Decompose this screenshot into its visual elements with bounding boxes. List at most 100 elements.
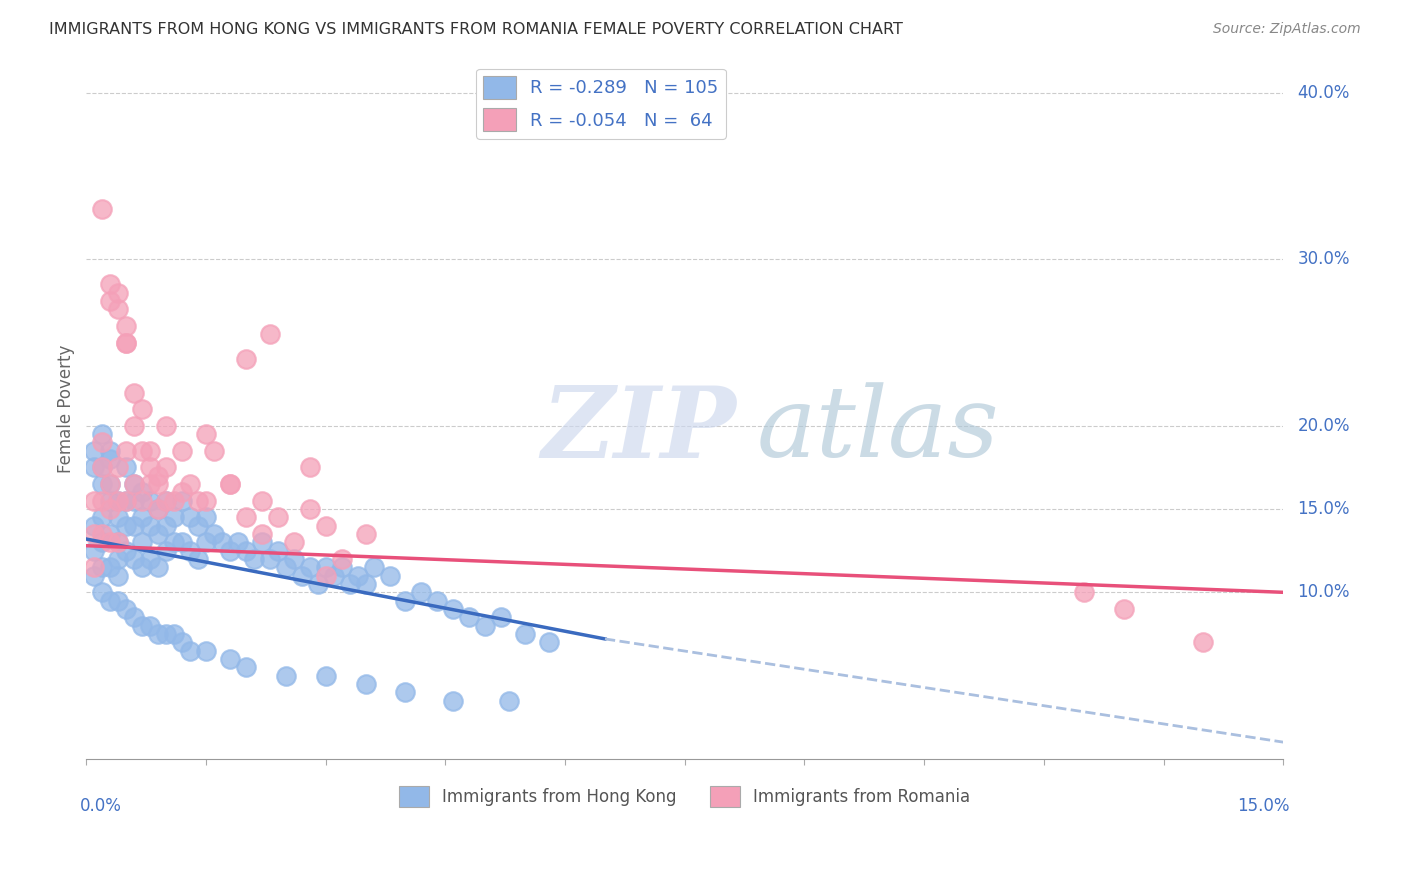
Point bbox=[91, 435, 114, 450]
Text: IMMIGRANTS FROM HONG KONG VS IMMIGRANTS FROM ROMANIA FEMALE POVERTY CORRELATION : IMMIGRANTS FROM HONG KONG VS IMMIGRANTS … bbox=[49, 22, 903, 37]
Point bbox=[98, 502, 121, 516]
Point bbox=[115, 318, 138, 333]
Point bbox=[195, 427, 218, 442]
Point bbox=[146, 477, 169, 491]
Point bbox=[122, 518, 145, 533]
Point bbox=[354, 527, 377, 541]
Point bbox=[107, 568, 129, 582]
Point bbox=[187, 552, 209, 566]
Point bbox=[131, 560, 153, 574]
Point bbox=[107, 552, 129, 566]
Point bbox=[91, 477, 114, 491]
Point bbox=[146, 560, 169, 574]
Point bbox=[146, 468, 169, 483]
Point bbox=[83, 460, 105, 475]
Point bbox=[163, 510, 186, 524]
Point bbox=[315, 560, 337, 574]
Point bbox=[195, 643, 218, 657]
Point bbox=[115, 602, 138, 616]
Point bbox=[131, 443, 153, 458]
Point bbox=[394, 685, 416, 699]
Point bbox=[107, 535, 129, 549]
Point bbox=[139, 460, 162, 475]
Point bbox=[426, 593, 449, 607]
Point bbox=[115, 493, 138, 508]
Point bbox=[330, 552, 353, 566]
Point bbox=[307, 577, 329, 591]
Point bbox=[330, 560, 353, 574]
Point bbox=[91, 427, 114, 442]
Point bbox=[354, 677, 377, 691]
Point bbox=[219, 477, 242, 491]
Text: 30.0%: 30.0% bbox=[1298, 251, 1350, 268]
Point bbox=[146, 502, 169, 516]
Point bbox=[195, 493, 218, 508]
Point bbox=[1112, 602, 1135, 616]
Point bbox=[115, 335, 138, 350]
Point bbox=[411, 585, 433, 599]
Point bbox=[83, 518, 105, 533]
Point bbox=[226, 535, 249, 549]
Point bbox=[91, 585, 114, 599]
Point bbox=[195, 535, 218, 549]
Point bbox=[98, 443, 121, 458]
Point bbox=[179, 510, 201, 524]
Point bbox=[163, 627, 186, 641]
Point bbox=[179, 543, 201, 558]
Point bbox=[354, 577, 377, 591]
Point bbox=[274, 668, 297, 682]
Point bbox=[107, 593, 129, 607]
Point bbox=[170, 493, 193, 508]
Point bbox=[98, 477, 121, 491]
Point bbox=[1073, 585, 1095, 599]
Point bbox=[187, 518, 209, 533]
Point bbox=[378, 568, 401, 582]
Point bbox=[139, 552, 162, 566]
Point bbox=[163, 493, 186, 508]
Point bbox=[155, 493, 177, 508]
Point bbox=[170, 535, 193, 549]
Point bbox=[322, 568, 344, 582]
Point bbox=[219, 543, 242, 558]
Point bbox=[83, 443, 105, 458]
Point bbox=[131, 510, 153, 524]
Point bbox=[179, 643, 201, 657]
Point bbox=[458, 610, 481, 624]
Text: atlas: atlas bbox=[756, 383, 1000, 478]
Point bbox=[155, 460, 177, 475]
Point bbox=[235, 660, 257, 674]
Point bbox=[107, 535, 129, 549]
Point bbox=[315, 668, 337, 682]
Text: 20.0%: 20.0% bbox=[1298, 417, 1350, 434]
Point bbox=[283, 535, 305, 549]
Point bbox=[298, 560, 321, 574]
Point bbox=[139, 443, 162, 458]
Point bbox=[131, 402, 153, 417]
Point bbox=[179, 477, 201, 491]
Point bbox=[98, 493, 121, 508]
Point bbox=[346, 568, 368, 582]
Point bbox=[115, 443, 138, 458]
Point bbox=[211, 535, 233, 549]
Point bbox=[131, 485, 153, 500]
Point bbox=[98, 593, 121, 607]
Y-axis label: Female Poverty: Female Poverty bbox=[58, 345, 75, 474]
Point bbox=[131, 493, 153, 508]
Point bbox=[146, 502, 169, 516]
Point bbox=[298, 502, 321, 516]
Point bbox=[122, 610, 145, 624]
Point bbox=[515, 627, 537, 641]
Point bbox=[441, 693, 464, 707]
Point bbox=[195, 510, 218, 524]
Point bbox=[235, 352, 257, 367]
Point bbox=[139, 493, 162, 508]
Point bbox=[267, 543, 290, 558]
Point bbox=[339, 577, 361, 591]
Point bbox=[83, 560, 105, 574]
Point bbox=[107, 460, 129, 475]
Point bbox=[131, 535, 153, 549]
Point bbox=[115, 543, 138, 558]
Text: 15.0%: 15.0% bbox=[1298, 500, 1350, 518]
Legend: Immigrants from Hong Kong, Immigrants from Romania: Immigrants from Hong Kong, Immigrants fr… bbox=[392, 780, 977, 814]
Point bbox=[155, 518, 177, 533]
